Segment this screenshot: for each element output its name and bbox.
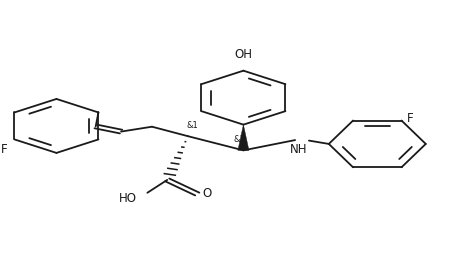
Polygon shape [238,125,249,150]
Text: &1: &1 [234,135,246,144]
Text: O: O [203,187,212,200]
Text: F: F [1,143,7,156]
Text: &1: &1 [187,121,199,130]
Text: HO: HO [119,192,137,205]
Text: NH: NH [290,143,307,156]
Text: F: F [407,112,414,125]
Text: OH: OH [234,48,252,61]
